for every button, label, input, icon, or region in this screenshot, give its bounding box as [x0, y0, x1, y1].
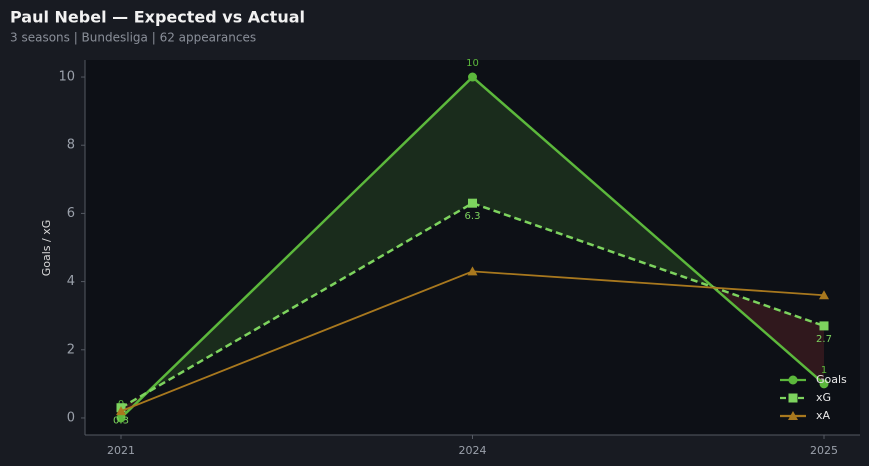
data-label: 2.7 [816, 334, 832, 345]
y-tick-label: 4 [67, 274, 75, 289]
y-tick-label: 6 [67, 206, 75, 221]
y-tick-label: 8 [67, 138, 75, 153]
chart-title: Paul Nebel — Expected vs Actual [10, 8, 305, 27]
point [467, 266, 478, 276]
legend-label: xG [816, 391, 831, 404]
data-label: 0.3 [113, 416, 129, 427]
y-axis-label: Goals / xG [40, 220, 53, 277]
point [468, 72, 477, 82]
data-label: 1 [821, 365, 827, 376]
legend-marker [788, 393, 798, 403]
data-label: 10 [466, 58, 479, 69]
point [116, 406, 126, 416]
point [819, 379, 829, 389]
y-tick-label: 10 [58, 70, 75, 85]
legend-label: Goals [816, 373, 847, 386]
legend-marker [788, 375, 798, 385]
chart-subtitle: 3 seasons | Bundesliga | 62 appearances [10, 31, 256, 45]
legend-label: xA [816, 409, 831, 422]
point [819, 321, 829, 331]
point [116, 413, 126, 423]
y-tick-label: 2 [67, 342, 75, 357]
x-tick-label: 2024 [459, 444, 487, 457]
data-label: 6.3 [465, 211, 481, 222]
x-tick-label: 2025 [810, 444, 838, 457]
y-tick-label: 0 [67, 410, 75, 425]
x-tick-label: 2021 [107, 444, 135, 457]
legend-marker [788, 411, 798, 420]
plot-area [85, 60, 860, 435]
point [819, 290, 829, 300]
series-line [120, 201, 825, 409]
point [468, 198, 477, 208]
